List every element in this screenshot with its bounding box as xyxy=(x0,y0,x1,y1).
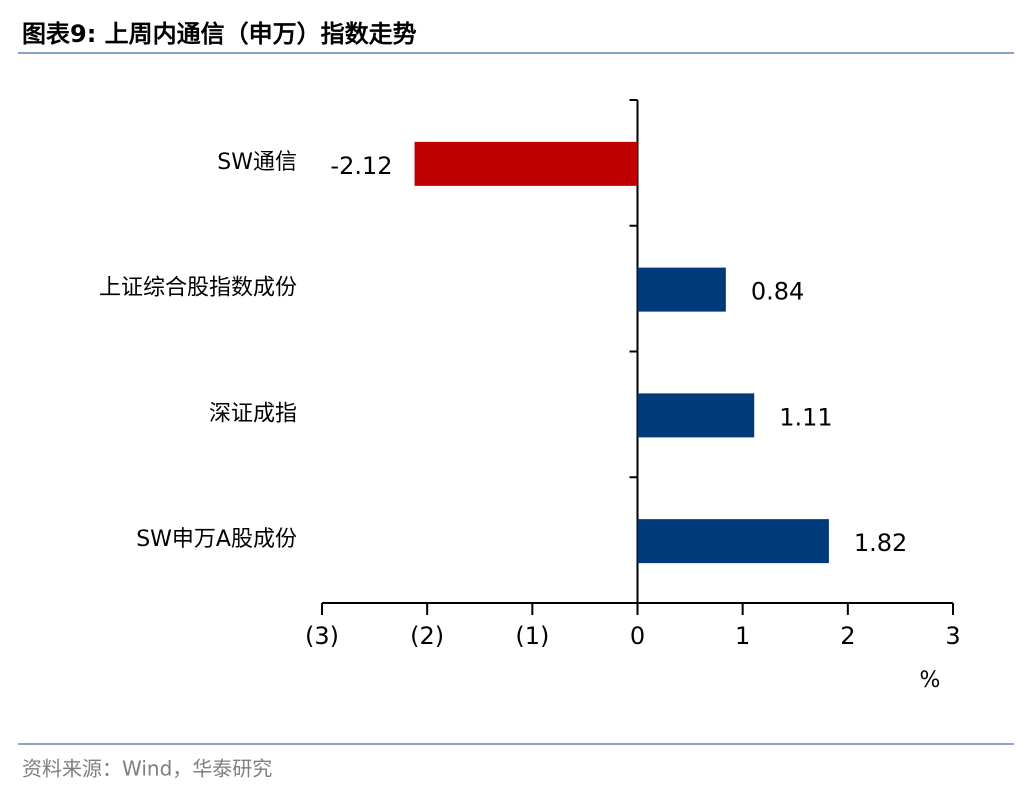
category-label: SW申万A股成份 xyxy=(136,527,297,552)
bar xyxy=(637,267,726,312)
chart-title: 图表9: 上周内通信（申万）指数走势 xyxy=(22,20,417,48)
category-label: 深证成指 xyxy=(209,401,297,426)
x-tick-label: (2) xyxy=(410,622,444,650)
bar xyxy=(637,519,829,564)
value-label: -2.12 xyxy=(330,152,392,180)
value-label: 0.84 xyxy=(751,278,804,306)
value-label: 1.82 xyxy=(854,529,907,557)
bar xyxy=(414,141,638,186)
x-axis-label: % xyxy=(920,668,941,693)
x-tick-label: 0 xyxy=(630,622,645,650)
source-note: 资料来源：Wind，华泰研究 xyxy=(22,757,272,781)
category-label: 上证综合股指数成份 xyxy=(99,276,297,301)
x-tick-label: 3 xyxy=(945,622,960,650)
x-tick-label: 2 xyxy=(840,622,855,650)
category-label: SW通信 xyxy=(217,150,297,175)
value-label: 1.11 xyxy=(779,403,832,431)
x-tick-label: (3) xyxy=(305,622,339,650)
bar xyxy=(637,393,755,438)
x-tick-label: (1) xyxy=(515,622,549,650)
x-tick-label: 1 xyxy=(735,622,750,650)
